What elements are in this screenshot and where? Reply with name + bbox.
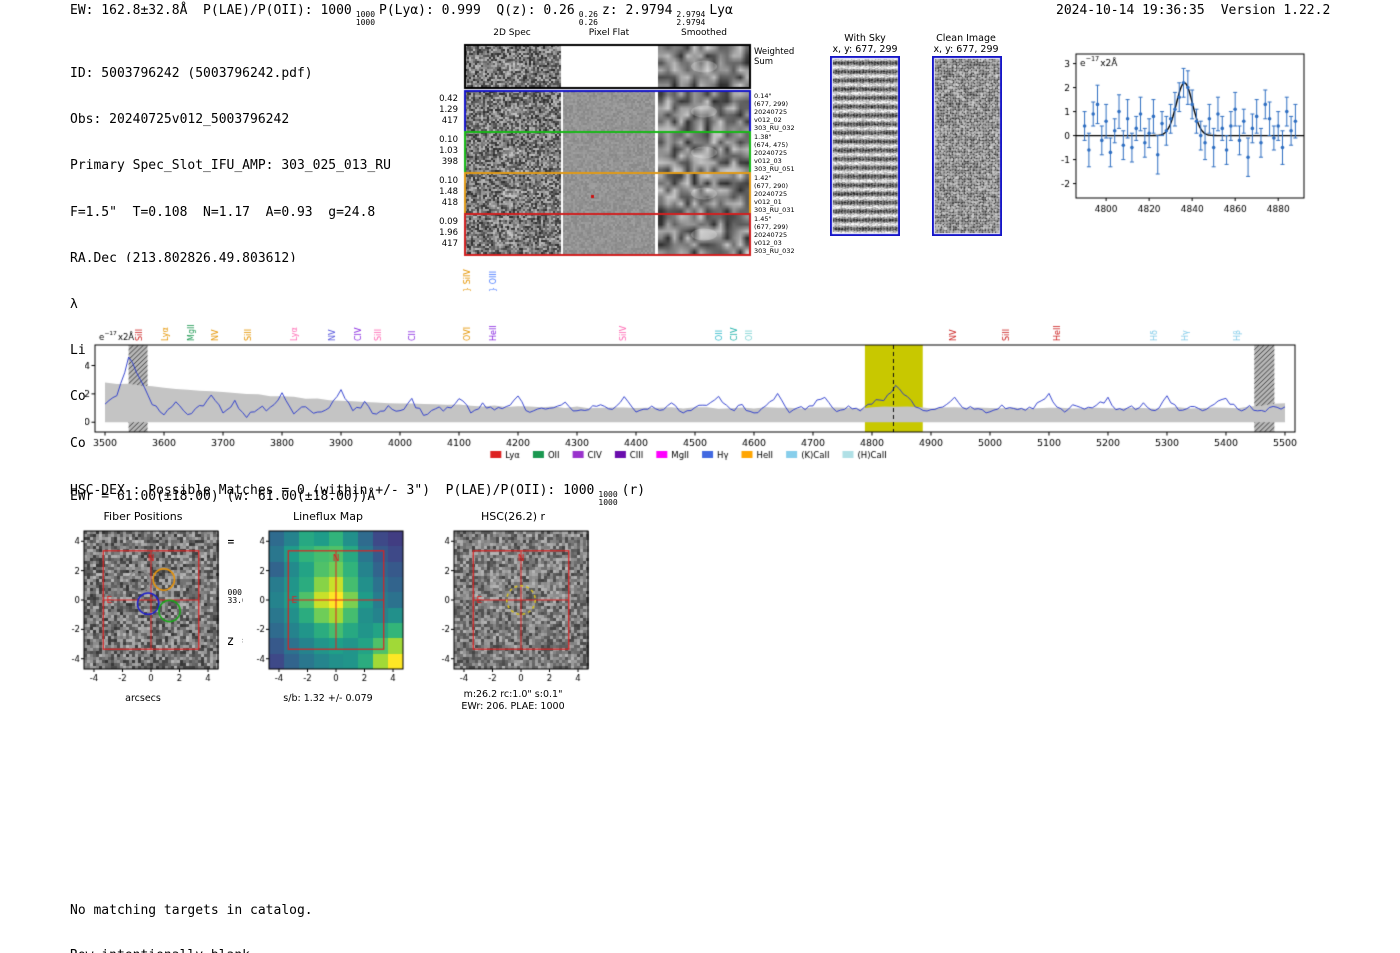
fiber-xlabel: arcsecs	[125, 693, 161, 704]
report-datetime: 2024-10-14 19:36:35	[1056, 3, 1205, 18]
info-obs: Obs: 20240725v012_5003796242	[70, 112, 290, 128]
lineflux-map-title: Lineflux Map	[292, 510, 364, 523]
hsc-cutout-title: HSC(26.2) r	[480, 510, 546, 523]
clean-title: Clean Image	[936, 33, 996, 44]
hsc-xlabel-1: m:26.2 rc:1.0" s:0.1"	[463, 689, 563, 700]
header-summary: EW: 162.8±32.8Å P(LAE)/P(OII): 1000 1000 1…	[70, 3, 733, 26]
hsc-match-line: HSC-DEX : Possible Matches = 0 (within +…	[70, 483, 646, 507]
spec2d-row-weights: 0.10 1.48 418	[439, 176, 458, 208]
header-qz-range: 0.26 0.26	[578, 10, 598, 27]
spec2d-row-fiber-info: 1.45" (677, 299) 20240725 v012_03 303_RU…	[754, 215, 795, 255]
header-z: z: 2.9794	[601, 3, 673, 18]
info-id: ID: 5003796242 (5003796242.pdf)	[70, 66, 313, 81]
spec2d-row-fiber-info: 0.14" (677, 299) 20240725 v012_02 303_RU…	[754, 92, 795, 132]
header-line-type: Lyα	[709, 3, 733, 18]
header-z-range: 2.9794 2.9794	[676, 10, 706, 27]
info-seeing: F=1.5" T=0.108 N=1.17 A=0.93 g=24.8	[70, 204, 376, 220]
2d-spec-panel	[460, 40, 760, 260]
hsc-plae-range: 1000 1000	[598, 490, 618, 507]
spec2d-row-weights: 0.10 1.03 398	[439, 135, 458, 167]
footer-line-2: Row intentionally blank.	[70, 948, 313, 953]
withsky-cutout	[830, 56, 900, 236]
clean-coords: x, y: 677, 299	[933, 44, 999, 55]
footer-note: No matching targets in catalog. Row inte…	[70, 873, 313, 953]
full-spectrum-plot	[85, 262, 1310, 474]
spec2d-col-title: 2D Spec	[493, 28, 531, 38]
plae-range: 1000 833.6	[222, 588, 247, 605]
spec2d-row-weights: 0.42 1.29 417	[439, 94, 458, 126]
fiber-positions-plot	[58, 525, 228, 689]
spec2d-col-title: Pixel Flat	[588, 28, 630, 38]
report-version: Version 1.22.2	[1220, 3, 1331, 18]
footer-line-1: No matching targets in catalog.	[70, 903, 313, 918]
info-ewr: EWr = 61.00(±18.00) (w: 61.00(±18.00))Å	[70, 488, 376, 504]
spec2d-col-title: Smoothed	[681, 28, 727, 38]
weighted-sum-label: Weighted Sum	[754, 47, 795, 67]
header-plya-qz: P(Lyα): 0.999 Q(z): 0.26	[379, 3, 575, 18]
header-datetime-version: 2024-10-14 19:36:35 Version 1.22.2	[1056, 3, 1330, 18]
withsky-title: With Sky	[844, 33, 886, 44]
fiber-positions-title: Fiber Positions	[103, 510, 183, 523]
info-primary-spec: Primary Spec_Slot_IFU_AMP: 303_025_013_R…	[70, 158, 391, 174]
lineflux-map-plot	[243, 525, 413, 689]
header-plae-range: 1000 1000	[355, 10, 376, 27]
spec2d-row-fiber-info: 1.42" (677, 290) 20240725 v012_01 303_RU…	[754, 174, 795, 214]
line-fit-plot	[1040, 46, 1320, 232]
withsky-coords: x, y: 677, 299	[832, 44, 898, 55]
clean-cutout	[932, 56, 1002, 236]
hsc-cutout-plot	[428, 525, 598, 689]
lineflux-xlabel: s/b: 1.32 +/- 0.079	[283, 693, 373, 704]
spec2d-row-fiber-info: 1.38" (674, 475) 20240725 v012_03 303_RU…	[754, 133, 795, 173]
spec2d-row-weights: 0.09 1.96 417	[439, 217, 458, 249]
header-ew-plae: EW: 162.8±32.8Å P(LAE)/P(OII): 1000	[70, 3, 352, 18]
hsc-xlabel-2: EWr: 206. PLAE: 1000	[461, 701, 565, 712]
